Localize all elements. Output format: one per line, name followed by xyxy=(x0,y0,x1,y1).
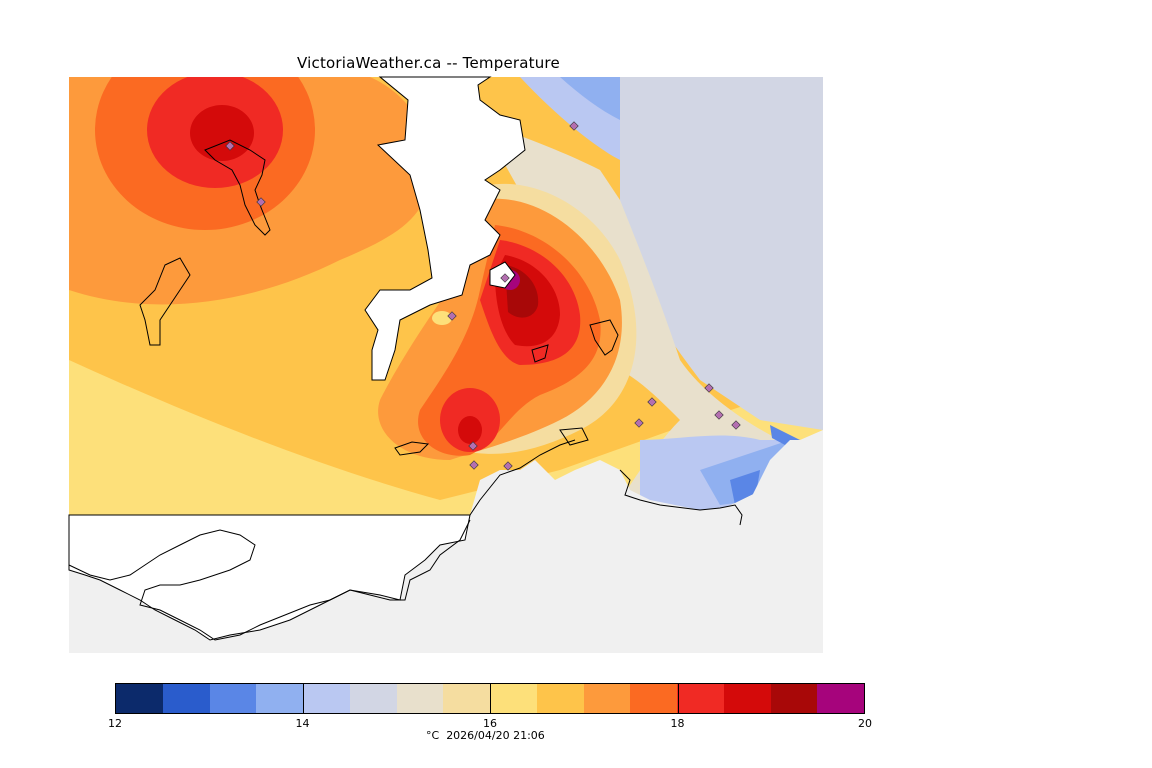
colorbar-band xyxy=(349,684,397,713)
colorbar-tick-line xyxy=(677,684,679,714)
colorbar-band xyxy=(256,684,303,713)
timestamp-label: 2026/04/20 21:06 xyxy=(446,729,545,742)
coast-southeast xyxy=(469,439,576,516)
colorbar-band xyxy=(209,684,257,713)
colorbar-tick-label: 20 xyxy=(858,717,872,730)
station-marker[interactable] xyxy=(225,141,235,151)
station-marker[interactable] xyxy=(468,441,478,451)
temperature-map[interactable] xyxy=(0,0,1152,680)
colorbar-band xyxy=(770,684,818,713)
colorbar-tick-line xyxy=(302,684,304,714)
map-title: VictoriaWeather.ca -- Temperature xyxy=(297,54,560,72)
water-saanich-inlet xyxy=(489,261,516,289)
unit-label: °C xyxy=(426,729,440,742)
station-marker[interactable] xyxy=(647,397,657,407)
colorbar-band xyxy=(677,684,724,713)
coast-south-shore xyxy=(68,519,471,641)
station-marker[interactable] xyxy=(503,461,513,471)
coast-east-peninsula xyxy=(619,469,743,526)
colorbar-caption: °C 2026/04/20 21:06 xyxy=(426,729,545,742)
colorbar-band xyxy=(396,684,444,713)
colorbar-band xyxy=(723,684,771,713)
station-marker[interactable] xyxy=(714,410,724,420)
water-east-inlet xyxy=(364,76,526,381)
coast-island-east xyxy=(589,319,619,356)
coastlines xyxy=(68,139,743,641)
station-marker[interactable] xyxy=(256,197,266,207)
station-marker[interactable] xyxy=(634,418,644,428)
colorbar-tick-label: 16 xyxy=(483,717,497,730)
colorbar-tick-label: 12 xyxy=(108,717,122,730)
colorbar xyxy=(115,683,865,714)
coast-island-south xyxy=(394,441,430,456)
colorbar-band xyxy=(817,684,864,713)
colorbar-band xyxy=(162,684,210,713)
station-marker[interactable] xyxy=(500,273,510,283)
colorbar-tick-label: 18 xyxy=(670,717,685,730)
colorbar-band xyxy=(303,684,350,713)
coast-lake-west xyxy=(204,139,271,236)
colorbar-tick-line xyxy=(490,684,491,714)
station-marker[interactable] xyxy=(447,311,457,321)
station-marker[interactable] xyxy=(704,383,714,393)
colorbar-tick-label: 14 xyxy=(295,717,310,730)
station-marker[interactable] xyxy=(469,460,479,470)
colorbar-band xyxy=(116,684,163,713)
station-marker[interactable] xyxy=(569,121,579,131)
colorbar-band xyxy=(443,684,490,713)
colorbar-band xyxy=(490,684,537,713)
colorbar-band xyxy=(583,684,631,713)
station-marker[interactable] xyxy=(731,420,741,430)
colorbar-band xyxy=(536,684,584,713)
coast-lake-central xyxy=(139,257,191,346)
water xyxy=(68,76,823,653)
coast-lake-bay xyxy=(559,427,589,446)
colorbar-band xyxy=(630,684,677,713)
station-markers xyxy=(225,121,741,471)
coast-island-small xyxy=(531,344,549,363)
water-juan-de-fuca xyxy=(68,514,471,641)
